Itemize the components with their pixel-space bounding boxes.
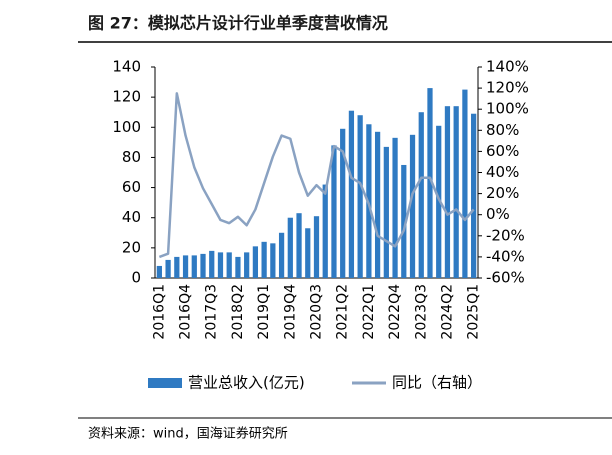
y2-tick-label: 120% [486,79,529,97]
bar [200,253,206,278]
bar [235,256,241,278]
y2-tick-label: -20% [486,226,525,244]
chart-title: 图 27：模拟芯片设计行业单季度营收情况 [88,14,388,33]
bar [305,228,311,278]
bar [348,110,355,278]
x-tick-label: 2016Q1 [151,284,167,340]
bar [401,164,407,278]
bar [226,252,232,278]
y-tick-label: 0 [131,269,141,287]
bar [252,246,259,278]
y2-tick-label: -40% [486,247,525,265]
source: 资料来源：wind，国海证券研究所 [88,426,288,442]
bar [217,252,224,278]
bar [436,125,442,279]
line [158,92,475,259]
y2-tick-label: 60% [486,142,519,160]
bar [471,113,477,278]
bar [462,89,468,278]
bar [453,106,459,278]
bar [383,146,389,278]
x-tick-label: 2023Q3 [413,284,429,340]
bar [374,131,381,278]
bar [182,255,189,278]
x-tick-label: 2022Q4 [387,284,403,340]
x-tick-label: 2018Q2 [230,284,246,340]
y2-tick-label: 100% [486,100,529,118]
y-tick-label: 120 [112,88,141,106]
y-tick-label: 20 [122,238,141,256]
bar [427,88,433,278]
bar [313,216,320,278]
bar [165,259,171,278]
y2-tick-label: 0% [486,205,510,223]
y2-tick-label: -60% [486,269,525,287]
bar [340,128,346,278]
bar [322,184,328,278]
bar [392,137,398,278]
y-tick-label: 40 [122,208,141,226]
legend-label: 同比（右轴） [392,374,482,392]
x-tick-label: 2019Q4 [282,284,298,340]
bar [278,232,285,278]
y-tick-label: 100 [112,118,141,136]
legend-label: 营业总收入(亿元) [188,374,305,392]
y-tick-label: 140 [112,58,141,76]
bar [331,145,337,278]
bar [244,252,250,278]
bar [191,255,197,278]
bar [156,265,162,278]
bar [296,213,302,278]
x-tick-label: 2019Q1 [256,284,272,340]
bar [287,217,293,278]
bar [409,134,416,278]
y-tick-label: 60 [122,178,141,196]
x-tick-label: 2021Q2 [335,284,351,340]
x-tick-label: 2022Q1 [361,284,377,340]
bar [444,106,451,278]
bar [261,241,267,278]
bar [174,256,180,278]
legend-swatch [148,378,182,388]
x-tick-label: 2020Q3 [309,284,325,340]
bar [270,243,276,278]
y2-tick-label: 20% [486,184,519,202]
x-tick-label: 2016Q4 [178,284,194,340]
bar [418,112,424,278]
bar [209,250,215,278]
x-tick-label: 2025Q1 [466,284,482,340]
x-tick-label: 2017Q3 [204,284,220,340]
x-tick-label: 2024Q2 [439,284,455,340]
y2-tick-label: 140% [486,58,529,76]
y2-tick-label: 80% [486,121,519,139]
y-tick-label: 80 [122,148,141,166]
bar [357,115,363,278]
y2-tick-label: 40% [486,163,519,181]
